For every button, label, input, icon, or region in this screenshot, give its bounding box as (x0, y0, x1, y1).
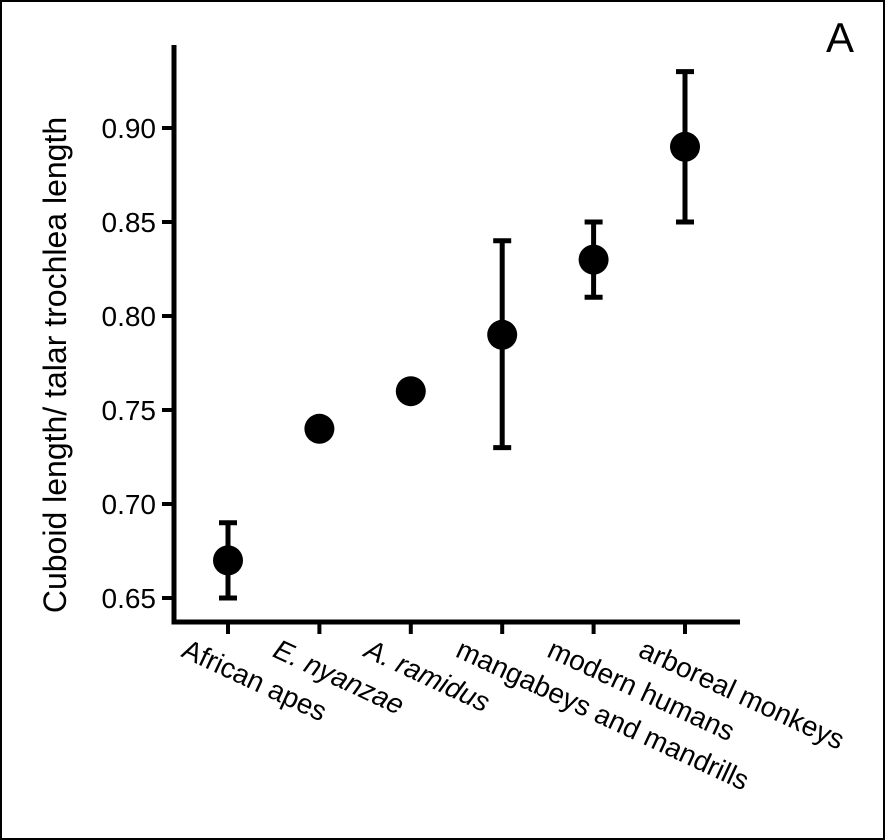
data-point (578, 244, 609, 275)
data-point (395, 376, 426, 407)
y-tick-label: 0.90 (102, 113, 157, 144)
data-point (304, 413, 335, 444)
y-tick-label: 0.70 (102, 489, 157, 520)
y-tick-label: 0.75 (102, 395, 157, 426)
y-tick-label: 0.80 (102, 301, 157, 332)
axes (171, 45, 740, 634)
data-point (213, 545, 243, 576)
data-points (213, 131, 700, 576)
data-point (487, 319, 518, 350)
y-tick-label: 0.65 (102, 583, 157, 614)
panel-label: A (826, 14, 854, 61)
data-point (670, 131, 700, 162)
error-bars (219, 69, 694, 601)
y-tick-label: 0.85 (102, 207, 157, 238)
y-axis-label: Cuboid length/ talar trochlea length (37, 117, 73, 613)
y-ticks: 0.65 0.70 0.75 0.80 0.85 0.90 (102, 113, 174, 614)
